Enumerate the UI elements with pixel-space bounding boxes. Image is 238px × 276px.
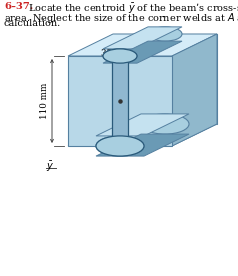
Polygon shape <box>112 56 128 146</box>
Text: 110 mm: 110 mm <box>40 83 49 119</box>
Polygon shape <box>113 34 217 124</box>
Ellipse shape <box>148 27 182 41</box>
Ellipse shape <box>141 114 189 134</box>
Polygon shape <box>96 134 189 156</box>
Text: $\bar{y}$: $\bar{y}$ <box>46 160 54 174</box>
Ellipse shape <box>103 49 137 63</box>
Text: area. Neglect the size of the corner welds at $A$ and $B$ for the: area. Neglect the size of the corner wel… <box>4 11 238 25</box>
Text: $A$: $A$ <box>129 66 137 77</box>
Text: $\dot{C}$: $\dot{C}$ <box>103 93 111 107</box>
Text: 50 mm: 50 mm <box>103 144 133 153</box>
Text: 6–37.: 6–37. <box>4 2 33 11</box>
Ellipse shape <box>96 136 144 156</box>
Ellipse shape <box>103 49 137 63</box>
Polygon shape <box>103 41 182 63</box>
Text: calculation.: calculation. <box>4 19 61 28</box>
Text: $B$: $B$ <box>129 123 137 134</box>
Polygon shape <box>96 114 189 136</box>
Polygon shape <box>68 34 217 56</box>
Polygon shape <box>68 56 172 146</box>
Polygon shape <box>68 124 217 146</box>
Text: 35 mm: 35 mm <box>101 49 131 57</box>
Text: —15 mm: —15 mm <box>131 113 170 123</box>
Text: Locate the centroid $\bar{y}$ of the beam’s cross-sectional: Locate the centroid $\bar{y}$ of the bea… <box>22 2 238 16</box>
Polygon shape <box>103 27 182 49</box>
Polygon shape <box>172 34 217 146</box>
Ellipse shape <box>96 136 144 156</box>
